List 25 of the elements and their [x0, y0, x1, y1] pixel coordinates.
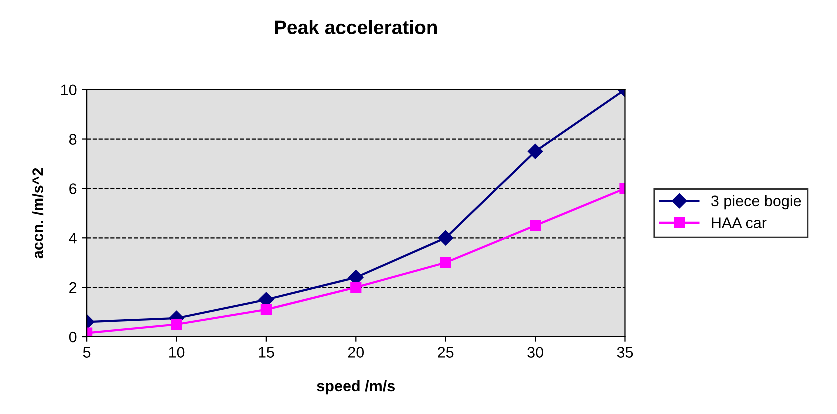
y-tick-label: 6: [70, 184, 77, 194]
x-tick-label: 30: [528, 347, 544, 358]
legend-label: HAA car: [712, 218, 767, 228]
x-tick-label: 5: [83, 347, 91, 358]
point: [528, 144, 544, 160]
y-tick-label: 8: [69, 134, 77, 145]
x-tick-label: 35: [617, 347, 634, 358]
point: [350, 282, 362, 294]
legend-label: 3 piece bogie: [712, 195, 802, 210]
chart-title: Peak acceleration: [275, 20, 438, 34]
x-axis-title: speed /m/s: [317, 380, 396, 395]
y-tick-label: 10: [62, 84, 77, 96]
point: [440, 257, 452, 268]
point: [438, 230, 454, 246]
point: [171, 319, 182, 330]
y-tick-label: 4: [69, 233, 77, 244]
point: [530, 220, 542, 232]
y-tick-label: 2: [70, 282, 77, 294]
x-tick-label: 25: [438, 347, 454, 358]
y-tick-label: 0: [69, 332, 77, 343]
x-tick-label: 15: [259, 347, 274, 358]
y-axis-title: accn. /m/s^2: [32, 168, 44, 259]
x-tick-label: 20: [348, 347, 364, 358]
point: [260, 304, 272, 316]
x-tick-label: 10: [169, 347, 185, 358]
